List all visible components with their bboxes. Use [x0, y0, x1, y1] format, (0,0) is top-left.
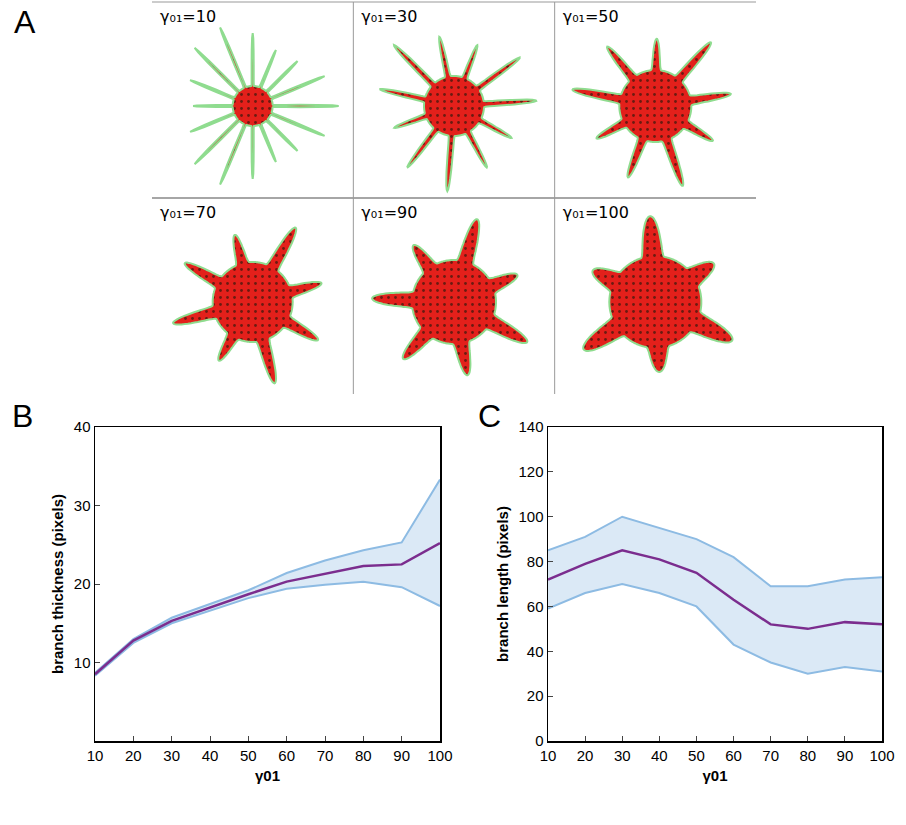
svg-text:20: 20 — [577, 747, 594, 764]
html-text:A: A — [14, 4, 36, 40]
svg-text:80: 80 — [355, 747, 372, 764]
svg-text:100: 100 — [869, 747, 894, 764]
svg-text:60: 60 — [725, 747, 742, 764]
svg-text:70: 70 — [762, 747, 779, 764]
svg-text:branch thickness (pixels): branch thickness (pixels) — [49, 494, 66, 674]
svg-text:40: 40 — [74, 418, 91, 435]
svg-text:γ₀₁=100: γ₀₁=100 — [563, 203, 629, 222]
svg-text:60: 60 — [527, 598, 544, 615]
svg-text:80: 80 — [799, 747, 816, 764]
svg-text:30: 30 — [163, 747, 180, 764]
svg-text:γ₀₁=30: γ₀₁=30 — [361, 7, 417, 26]
svg-text:γ01: γ01 — [255, 767, 280, 784]
html-text:C: C — [478, 398, 502, 434]
svg-text:20: 20 — [527, 687, 544, 704]
svg-text:80: 80 — [527, 553, 544, 570]
svg-text:30: 30 — [614, 747, 631, 764]
svg-text:40: 40 — [651, 747, 668, 764]
svg-text:γ₀₁=90: γ₀₁=90 — [361, 203, 417, 222]
svg-text:20: 20 — [74, 575, 91, 592]
svg-text:60: 60 — [278, 747, 295, 764]
svg-text:γ01: γ01 — [702, 767, 727, 784]
svg-text:γ₀₁=10: γ₀₁=10 — [160, 7, 216, 26]
svg-text:branch length (pixels): branch length (pixels) — [494, 506, 511, 662]
svg-text:30: 30 — [74, 497, 91, 514]
svg-text:120: 120 — [518, 463, 543, 480]
svg-text:50: 50 — [240, 747, 257, 764]
svg-text:90: 90 — [837, 747, 854, 764]
svg-text:10: 10 — [74, 654, 91, 671]
svg-text:10: 10 — [540, 747, 557, 764]
svg-text:40: 40 — [527, 643, 544, 660]
svg-text:40: 40 — [202, 747, 219, 764]
svg-text:50: 50 — [688, 747, 705, 764]
html-text:B: B — [12, 398, 34, 434]
svg-text:140: 140 — [518, 418, 543, 435]
svg-text:100: 100 — [518, 508, 543, 525]
svg-text:γ₀₁=70: γ₀₁=70 — [160, 203, 216, 222]
svg-text:90: 90 — [393, 747, 410, 764]
svg-text:γ₀₁=50: γ₀₁=50 — [563, 7, 619, 26]
svg-text:20: 20 — [125, 747, 142, 764]
svg-text:100: 100 — [427, 747, 452, 764]
svg-text:70: 70 — [317, 747, 334, 764]
svg-text:0: 0 — [535, 732, 543, 749]
svg-text:10: 10 — [87, 747, 104, 764]
